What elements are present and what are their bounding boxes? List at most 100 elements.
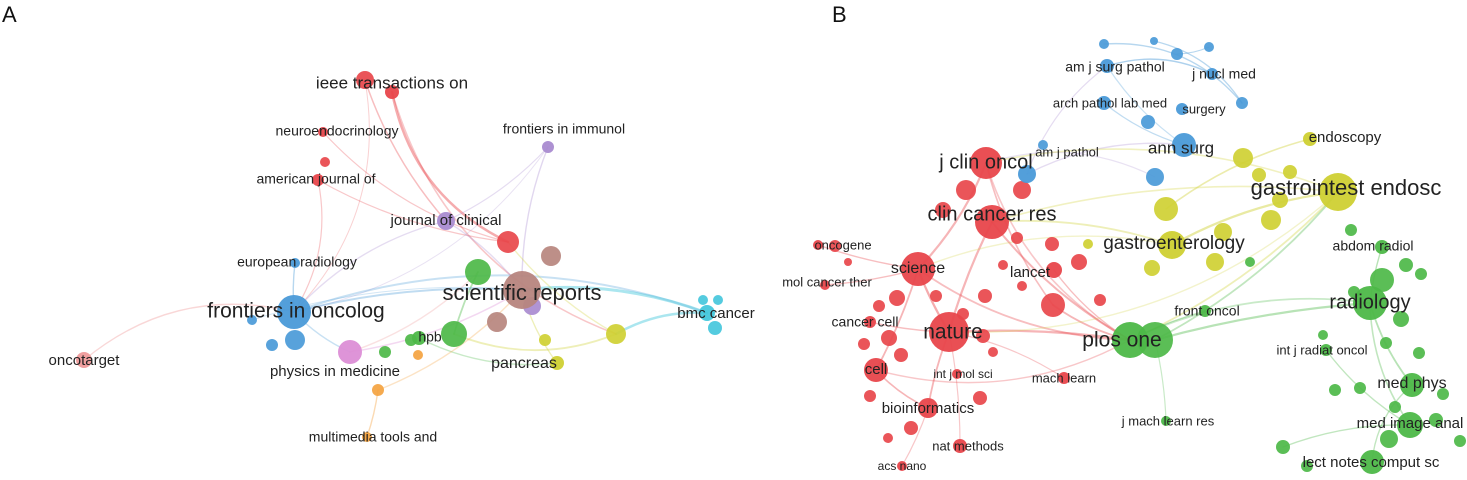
node-surgery[interactable]: [1176, 103, 1188, 115]
label-fonc: frontiers in oncolog: [207, 300, 384, 323]
label-ccr: clin cancer res: [928, 203, 1057, 225]
node-b-extra-34: [988, 347, 998, 357]
edge-b-0: [1106, 58, 1213, 75]
node-lnc[interactable]: [1360, 450, 1384, 474]
label-hpb: hpb: [418, 329, 442, 345]
edge-a-19: [453, 333, 617, 352]
label-oncogene: oncogene: [814, 237, 871, 252]
node-b-extra-47: [1370, 268, 1394, 292]
node-science[interactable]: [901, 252, 935, 286]
node-b-extra-56: [1437, 388, 1449, 400]
edge-a-16: [349, 289, 523, 353]
node-mmtools[interactable]: [362, 432, 372, 442]
node-b-extra-43: [1094, 294, 1106, 306]
node-endoscopy[interactable]: [1303, 132, 1317, 146]
node-fimm[interactable]: [542, 141, 554, 153]
node-jclinoncol[interactable]: [970, 147, 1002, 179]
node-amj[interactable]: [312, 174, 324, 186]
node-physmed[interactable]: [338, 340, 362, 364]
label-jnucl: j nucl med: [1191, 66, 1256, 82]
label-archpath: arch pathol lab med: [1053, 95, 1167, 110]
node-scirep[interactable]: [503, 271, 541, 309]
node-pancreas[interactable]: [550, 356, 564, 370]
node-oncogene[interactable]: [813, 240, 823, 250]
node-amjsurg[interactable]: [1100, 59, 1114, 73]
node-nature[interactable]: [929, 312, 969, 352]
node-cell[interactable]: [864, 358, 888, 382]
edge-b-13: [1170, 190, 1340, 247]
node-b-extra-35: [973, 391, 987, 405]
label-bioinf: bioinformatics: [882, 400, 975, 417]
node-radiology[interactable]: [1353, 286, 1387, 320]
label-amjsurg: am j surg pathol: [1065, 59, 1165, 75]
edge-a-21: [377, 289, 523, 391]
node-medimage[interactable]: [1397, 412, 1423, 438]
node-a-extra-9: [266, 339, 278, 351]
node-jclin[interactable]: [437, 212, 455, 230]
node-cancercell[interactable]: [864, 316, 876, 328]
node-abdom[interactable]: [1375, 240, 1389, 254]
node-ccr[interactable]: [975, 205, 1009, 239]
edge-a-25: [293, 79, 370, 313]
label-lnc: lect notes comput sc: [1303, 454, 1440, 471]
label-mmtools: multimedia tools and: [309, 429, 437, 445]
edge-b-29: [991, 221, 1131, 341]
node-molcancer[interactable]: [820, 280, 830, 290]
node-annsurg[interactable]: [1172, 133, 1196, 157]
node-lancet[interactable]: [1046, 262, 1062, 278]
node-archpath[interactable]: [1097, 96, 1111, 110]
node-jmlr[interactable]: [1161, 416, 1171, 426]
node-a-extra-7: [285, 330, 305, 350]
edge-b-16: [1153, 301, 1372, 342]
node-neuro[interactable]: [318, 127, 328, 137]
node-eurrad[interactable]: [290, 258, 300, 268]
node-b-extra-40: [844, 258, 852, 266]
node-hpb[interactable]: [412, 331, 426, 345]
node-b-extra-26: [873, 300, 885, 312]
node-frontoncol[interactable]: [1199, 305, 1211, 317]
node-a-extra-4: [487, 312, 507, 332]
edge-b-8: [985, 151, 1156, 178]
node-b-extra-28: [894, 348, 908, 362]
node-bioinf[interactable]: [918, 398, 938, 418]
node-b-extra-33: [976, 329, 990, 343]
node-b-extra-48: [1399, 258, 1413, 272]
node-b-extra-8: [1154, 197, 1178, 221]
node-plosone[interactable]: [1112, 322, 1148, 358]
edge-a-9: [293, 220, 447, 313]
node-fonc[interactable]: [277, 295, 311, 329]
node-gastro[interactable]: [1158, 231, 1186, 259]
node-b-extra-1: [1150, 37, 1158, 45]
node-onco[interactable]: [76, 352, 92, 368]
panel-b-letter: B: [832, 2, 847, 27]
label-neuro: neuroendocrinology: [276, 123, 399, 139]
label-bmc: bmc cancer: [677, 305, 755, 322]
node-medphys[interactable]: [1400, 373, 1424, 397]
panel-b-nodes: [813, 37, 1466, 474]
node-b-extra-25: [889, 290, 905, 306]
label-jclinoncol: j clin oncol: [938, 151, 1032, 173]
node-b-extra-20: [1013, 181, 1031, 199]
edge-a-1: [364, 79, 447, 222]
edge-a-2: [322, 131, 509, 243]
node-machlearn[interactable]: [1058, 372, 1070, 384]
label-science: science: [891, 260, 945, 277]
label-surgery: surgery: [1182, 101, 1226, 116]
node-ieee[interactable]: [385, 85, 399, 99]
node-gie[interactable]: [1319, 173, 1357, 211]
label-eurrad: european radiology: [237, 254, 357, 270]
node-b-extra-63: [1389, 401, 1401, 413]
node-amjpath[interactable]: [1018, 165, 1036, 183]
node-b-extra-36: [978, 289, 992, 303]
node-intjmol[interactable]: [952, 369, 962, 379]
node-natmeth[interactable]: [953, 439, 967, 453]
label-pancreas: pancreas: [491, 355, 557, 372]
node-jnucl[interactable]: [1206, 68, 1218, 80]
node-intjrad[interactable]: [1320, 344, 1332, 356]
edge-b-2: [1153, 40, 1243, 104]
panel-a: A ieee transactions on neuroendocrinology…: [2, 2, 755, 445]
edge-b-7: [1026, 65, 1108, 175]
node-acsnano[interactable]: [897, 461, 907, 471]
edge-b-31: [985, 162, 1131, 341]
node-bmc[interactable]: [699, 305, 715, 321]
